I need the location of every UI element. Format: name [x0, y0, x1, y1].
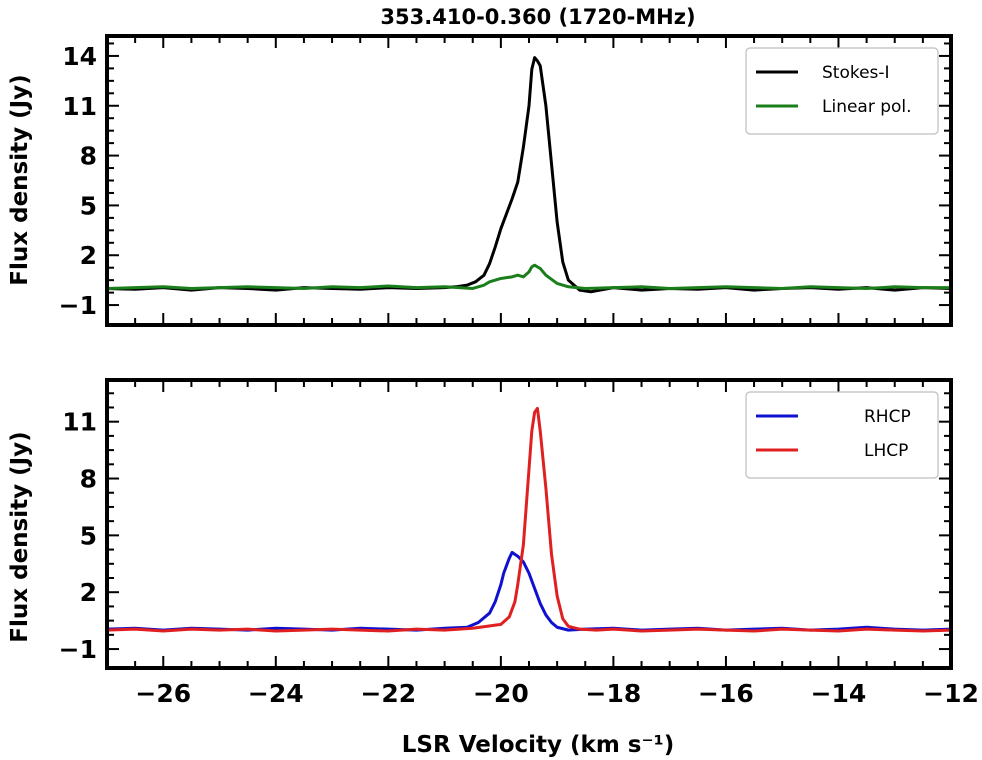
series-line-lhcp — [107, 406, 951, 633]
plot-frame — [105, 34, 953, 327]
y-axis-label: Flux density (Jy) — [7, 74, 33, 285]
x-tick-label: −18 — [586, 679, 642, 708]
x-tick-label: −24 — [248, 679, 304, 708]
x-axis-label: LSR Velocity (km s⁻¹) — [402, 732, 674, 758]
y-tick-label: 11 — [62, 92, 97, 121]
x-tick-label: −16 — [698, 679, 754, 708]
chart-title: 353.410-0.360 (1720-MHz) — [380, 5, 695, 29]
y-tick-label: 2 — [80, 578, 97, 607]
legend-box — [745, 47, 939, 135]
legend-label: Stokes-I — [822, 63, 890, 83]
y-tick-label: 8 — [80, 142, 97, 171]
legend-label: Linear pol. — [822, 97, 912, 117]
y-tick-label: 2 — [80, 241, 97, 270]
y-tick-label: 5 — [80, 521, 97, 550]
x-tick-label: −20 — [473, 679, 529, 708]
top-panel: −1 2 5 8 11 14 Flux density (Jy) Stokes-I Linear… — [7, 34, 953, 327]
plot-frame — [105, 378, 953, 670]
y-tick-label: 5 — [80, 191, 97, 220]
series-line-rhcp — [107, 550, 951, 632]
legend: Stokes-I Linear pol. — [745, 47, 939, 135]
x-tick-label: −26 — [135, 679, 191, 708]
legend-box — [745, 391, 939, 479]
x-tick-label: −12 — [923, 679, 979, 708]
legend: RHCP LHCP — [745, 391, 939, 479]
y-tick-label: −1 — [59, 291, 97, 320]
y-tick-label: 8 — [80, 465, 97, 494]
y-tick-label: −1 — [59, 635, 97, 664]
series-line-linear-pol- — [107, 263, 951, 290]
legend-label: RHCP — [864, 407, 911, 427]
y-axis-label: Flux density (Jy) — [7, 431, 33, 642]
y-tick-label: 11 — [62, 408, 97, 437]
legend-label: LHCP — [864, 441, 908, 461]
x-tick-label: −22 — [360, 679, 416, 708]
y-tick-label: 14 — [62, 42, 97, 71]
x-tick-label: −14 — [811, 679, 867, 708]
